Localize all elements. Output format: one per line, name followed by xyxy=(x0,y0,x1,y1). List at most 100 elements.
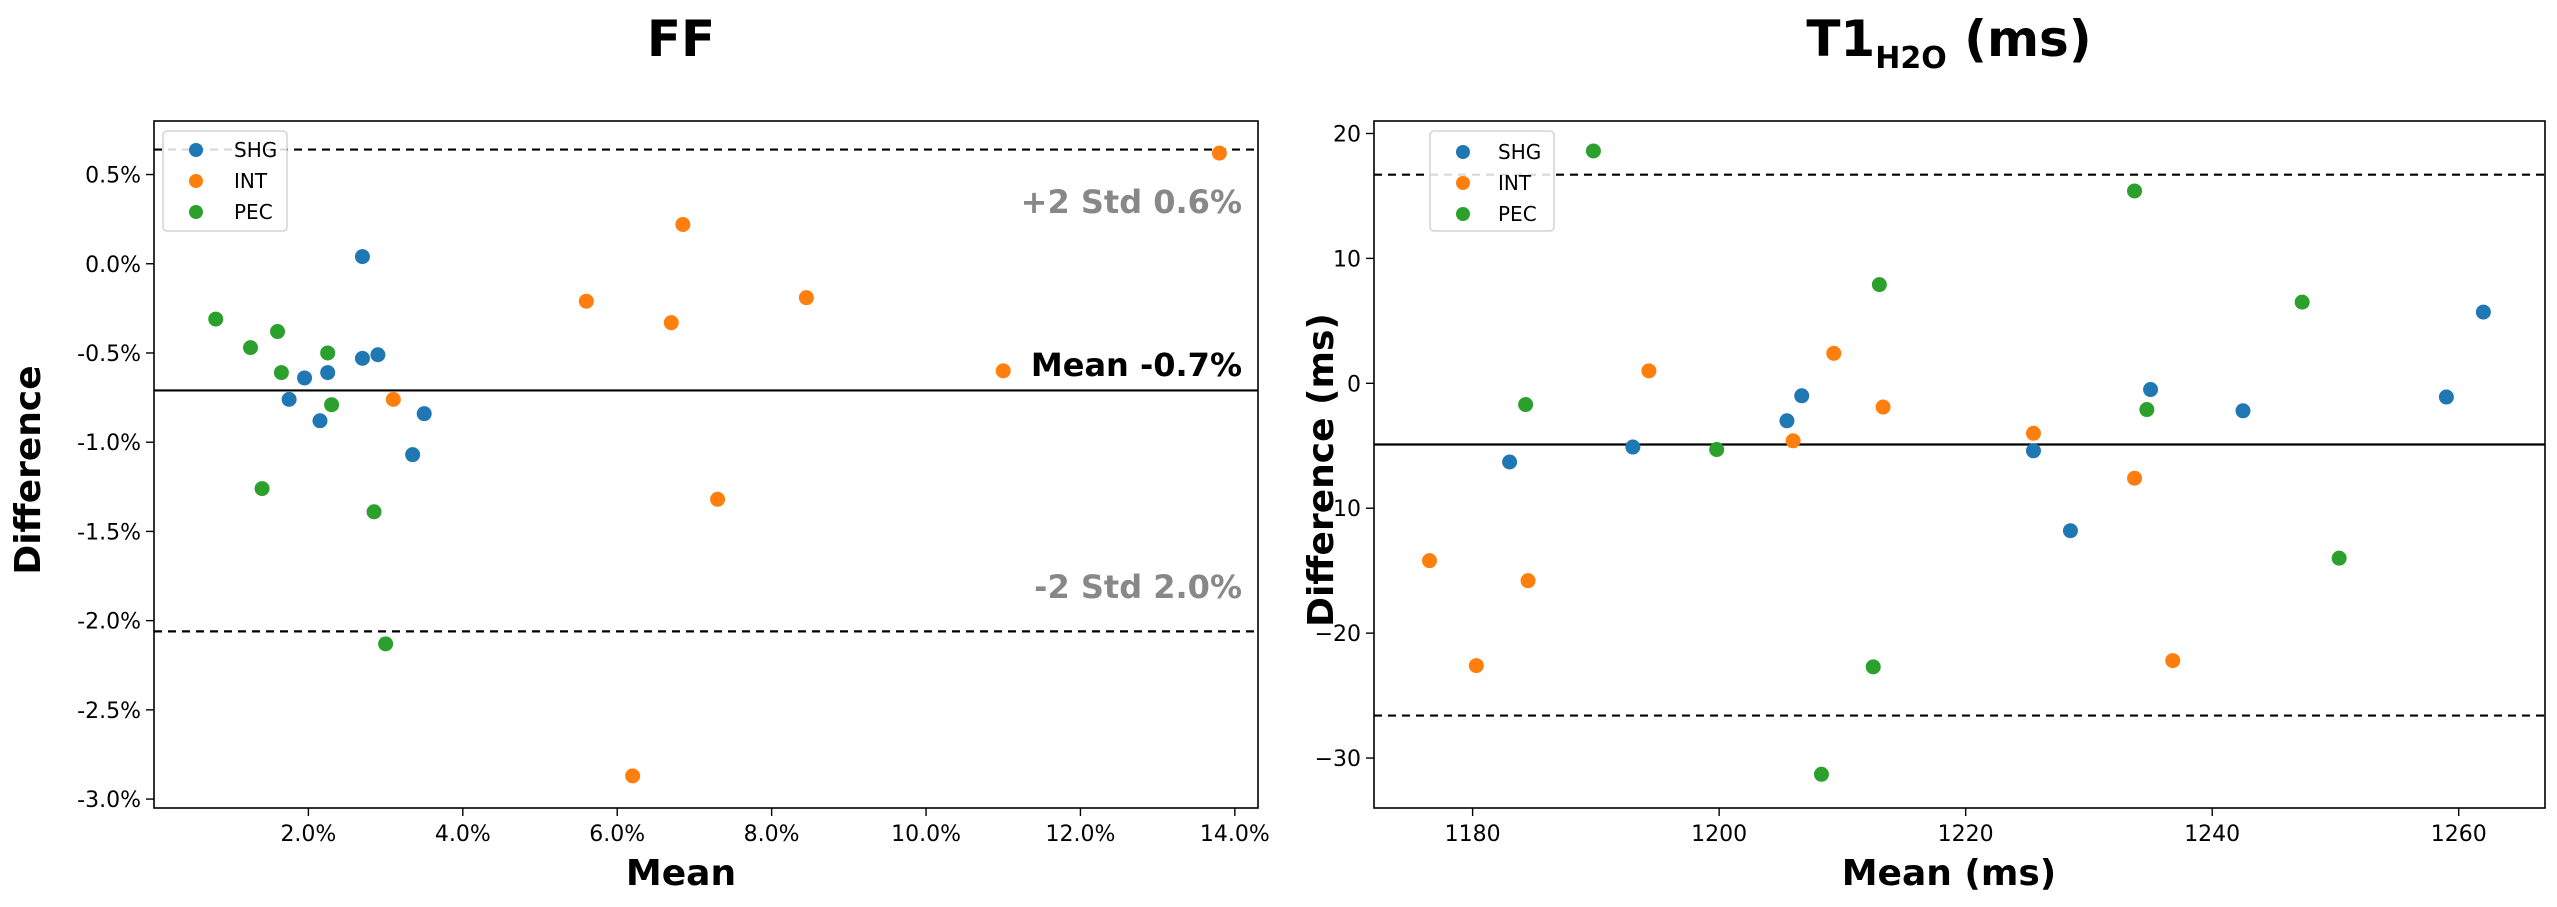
ff-y-tick-label: 0.5% xyxy=(85,164,141,189)
t1-point-shg xyxy=(1502,454,1518,470)
ff-point-pec xyxy=(366,504,382,520)
t1-y-tick-label: 10 xyxy=(1333,247,1361,272)
ff-y-tick-label: -3.0% xyxy=(77,788,141,813)
t1-chart: T1H2O (ms) Mean (ms) Difference (ms) 118… xyxy=(1301,10,2546,894)
t1-point-shg xyxy=(2438,389,2454,405)
t1-legend-marker-shg xyxy=(1456,145,1470,159)
t1-point-int xyxy=(1421,553,1437,569)
ff-point-int xyxy=(995,363,1011,379)
ff-lower-std-annotation: -2 Std 2.0% xyxy=(1034,568,1242,606)
ff-point-shg xyxy=(354,249,370,265)
ff-point-pec xyxy=(324,397,340,413)
t1-point-pec xyxy=(1585,143,1601,159)
t1-point-pec xyxy=(2127,183,2143,199)
ff-legend-label-shg: SHG xyxy=(234,138,277,162)
t1-legend: SHG INT PEC xyxy=(1429,130,1555,232)
ff-legend: SHG INT PEC xyxy=(162,130,288,232)
ff-axis-ticks: 2.0% 4.0% 6.0% 8.0% 10.0% 12.0% 14.0% 0.5% 0.0% -… xyxy=(77,164,1270,847)
t1-title-main: T1 xyxy=(1806,10,1875,68)
t1-point-shg xyxy=(2025,443,2041,459)
ff-y-tick-label: -2.5% xyxy=(77,699,141,724)
ff-point-int xyxy=(625,768,641,784)
ff-legend-marker-pec xyxy=(189,205,203,219)
ff-point-shg xyxy=(416,406,432,422)
t1-chart-title: T1H2O (ms) xyxy=(1806,10,2091,76)
ff-legend-marker-int xyxy=(189,174,203,188)
ff-data-points xyxy=(208,145,1227,784)
t1-point-shg xyxy=(2475,304,2491,320)
ff-chart-title: FF xyxy=(647,10,715,68)
t1-y-tick-label: −20 xyxy=(1315,622,1361,647)
ff-y-tick-label: -1.5% xyxy=(77,520,141,545)
t1-point-pec xyxy=(1709,442,1725,458)
ff-point-shg xyxy=(312,413,328,429)
t1-point-pec xyxy=(2331,550,2347,566)
ff-point-pec xyxy=(273,365,289,381)
ff-point-pec xyxy=(270,324,286,340)
ff-y-tick-label: -0.5% xyxy=(77,342,141,367)
ff-legend-marker-shg xyxy=(189,143,203,157)
ff-point-int xyxy=(798,290,814,306)
t1-point-shg xyxy=(1625,439,1641,455)
t1-x-axis-label: Mean (ms) xyxy=(1842,853,2057,894)
ff-point-shg xyxy=(297,370,313,386)
ff-point-int xyxy=(578,293,594,309)
ff-y-tick-label: 0.0% xyxy=(85,253,141,278)
ff-point-int xyxy=(385,391,401,407)
ff-x-tick-label: 12.0% xyxy=(1045,822,1115,847)
ff-reference-lines xyxy=(154,148,1258,633)
ff-upper-std-annotation: +2 Std 0.6% xyxy=(1021,183,1242,221)
t1-x-tick-label: 1220 xyxy=(1938,822,1994,847)
ff-point-pec xyxy=(208,311,224,327)
t1-point-shg xyxy=(1779,413,1795,429)
ff-point-pec xyxy=(378,636,394,652)
ff-x-tick-label: 10.0% xyxy=(891,822,961,847)
t1-x-tick-label: 1240 xyxy=(2184,822,2240,847)
t1-axis-ticks: 1180 1200 1220 1240 1260 20 10 0 −10 −20 −30 xyxy=(1315,122,2487,847)
t1-data-points xyxy=(1421,143,2491,782)
t1-x-tick-label: 1180 xyxy=(1445,822,1501,847)
t1-x-tick-label: 1260 xyxy=(2431,822,2487,847)
ff-point-int xyxy=(710,491,726,507)
ff-point-shg xyxy=(370,347,386,363)
t1-point-pec xyxy=(1871,277,1887,293)
ff-point-pec xyxy=(243,340,259,356)
ff-point-shg xyxy=(354,350,370,366)
ff-point-pec xyxy=(254,481,270,497)
ff-y-tick-label: -2.0% xyxy=(77,610,141,635)
t1-point-int xyxy=(1826,345,1842,361)
ff-point-shg xyxy=(320,365,336,381)
t1-y-tick-label: 0 xyxy=(1347,372,1361,397)
ff-plot-frame xyxy=(153,120,1259,809)
t1-point-pec xyxy=(1865,659,1881,675)
t1-point-shg xyxy=(1794,388,1810,404)
t1-point-shg xyxy=(2062,523,2078,539)
t1-legend-label-pec: PEC xyxy=(1498,202,1537,226)
t1-point-pec xyxy=(1813,766,1829,782)
ff-x-axis-label: Mean xyxy=(626,853,736,894)
t1-point-int xyxy=(2025,425,2041,441)
ff-legend-label-pec: PEC xyxy=(234,200,273,224)
ff-x-tick-label: 2.0% xyxy=(280,822,336,847)
ff-point-shg xyxy=(281,391,297,407)
ff-x-tick-label: 14.0% xyxy=(1200,822,1270,847)
t1-title-suffix: (ms) xyxy=(1947,10,2092,68)
ff-legend-label-int: INT xyxy=(234,169,268,193)
t1-point-int xyxy=(2127,470,2143,486)
ff-chart: FF Mean Difference 2.0% 4.0% 6.0% 8.0% 10.0%… xyxy=(8,10,1270,894)
ff-y-axis-label: Difference xyxy=(8,365,49,574)
ff-mean-annotation: Mean -0.7% xyxy=(1031,346,1242,384)
t1-point-int xyxy=(1785,433,1801,449)
ff-x-tick-label: 6.0% xyxy=(589,822,645,847)
t1-point-int xyxy=(1468,658,1484,674)
t1-x-tick-label: 1200 xyxy=(1691,822,1747,847)
ff-point-int xyxy=(675,216,691,232)
ff-point-shg xyxy=(405,447,421,463)
t1-legend-label-shg: SHG xyxy=(1498,140,1541,164)
t1-point-int xyxy=(1875,399,1891,415)
t1-title-subscript: H2O xyxy=(1875,41,1946,76)
t1-point-pec xyxy=(2294,294,2310,310)
t1-plot-frame xyxy=(1373,120,2546,809)
